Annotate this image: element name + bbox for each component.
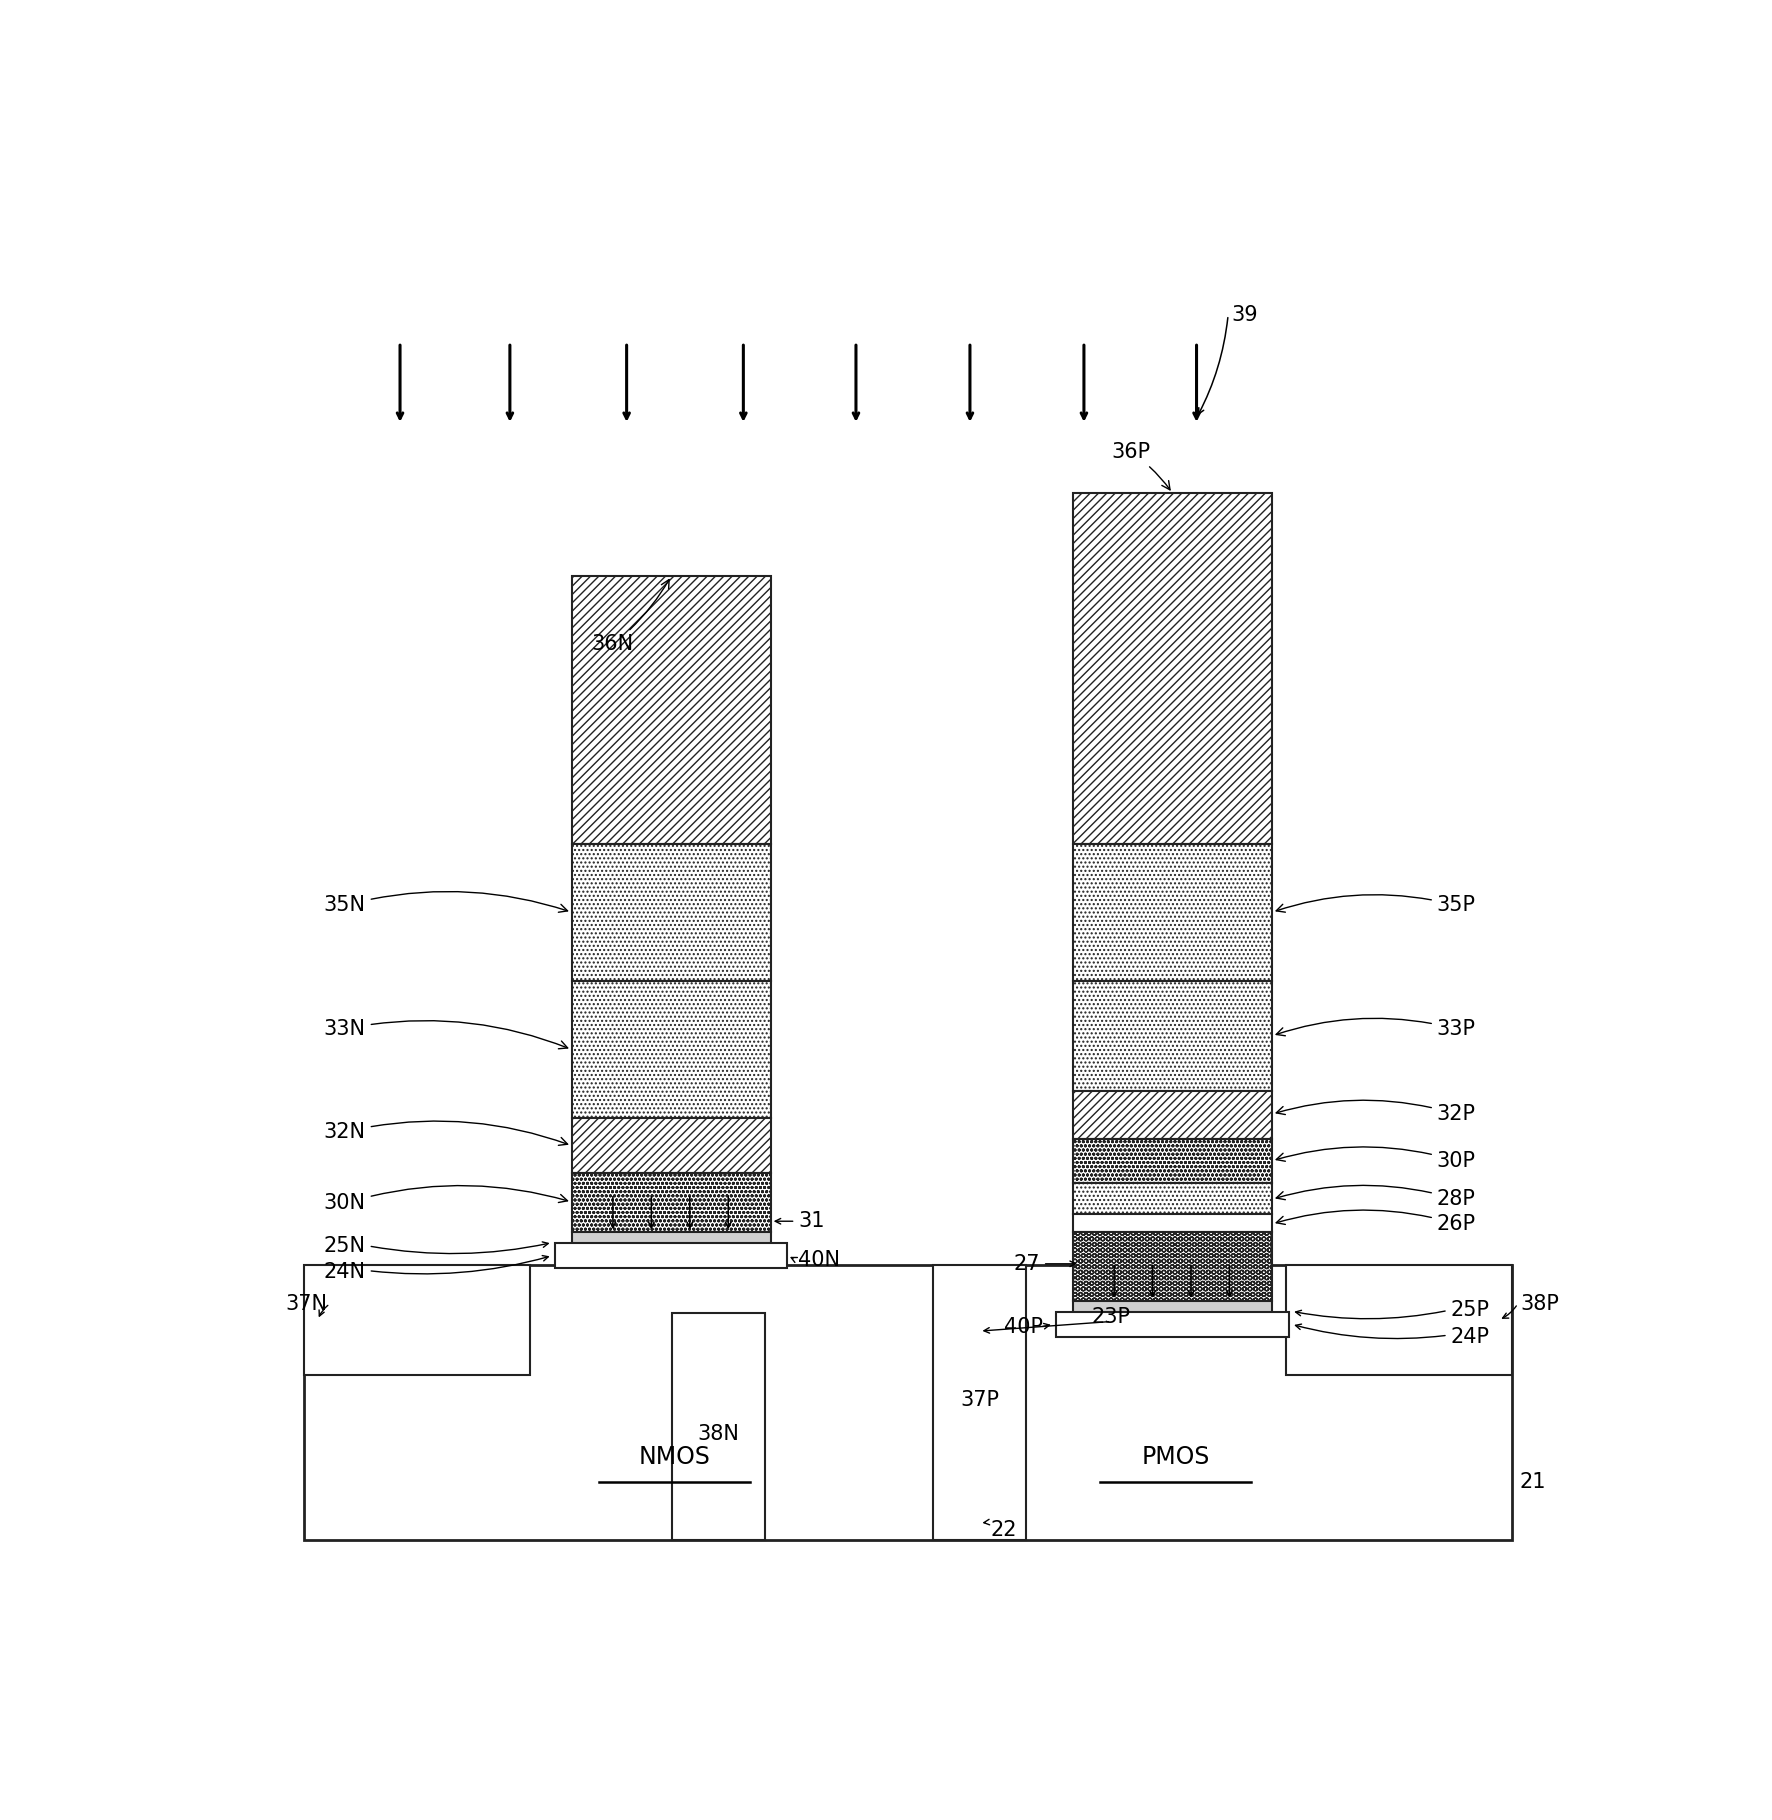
- Text: 39: 39: [1232, 304, 1258, 324]
- Text: 35N: 35N: [324, 892, 567, 915]
- Bar: [305, 1265, 1512, 1540]
- Text: 22: 22: [991, 1520, 1017, 1540]
- Text: 35P: 35P: [1276, 895, 1476, 915]
- Text: 23P: 23P: [1092, 1307, 1131, 1327]
- Text: 31: 31: [797, 1212, 824, 1230]
- Bar: [572, 1232, 771, 1252]
- Text: 25P: 25P: [1451, 1301, 1490, 1321]
- Text: 32N: 32N: [324, 1121, 567, 1145]
- Bar: [1072, 981, 1272, 1090]
- Bar: [572, 843, 771, 981]
- Bar: [1072, 1183, 1272, 1214]
- Text: 30P: 30P: [1276, 1147, 1476, 1170]
- Text: 32P: 32P: [1276, 1101, 1476, 1125]
- Text: 28P: 28P: [1276, 1185, 1476, 1208]
- Text: 21: 21: [1519, 1472, 1545, 1492]
- Text: 33N: 33N: [324, 1019, 567, 1048]
- Bar: [572, 1117, 771, 1174]
- Bar: [1072, 843, 1272, 981]
- Bar: [1056, 1312, 1288, 1336]
- Text: NMOS: NMOS: [638, 1445, 711, 1469]
- Bar: [572, 575, 771, 843]
- Bar: [1072, 1232, 1272, 1301]
- Text: 36P: 36P: [1111, 442, 1170, 490]
- Text: 36N: 36N: [592, 579, 670, 655]
- Text: 24P: 24P: [1451, 1327, 1490, 1347]
- Text: 24N: 24N: [324, 1261, 365, 1281]
- Text: 27: 27: [1014, 1254, 1040, 1274]
- Bar: [572, 1174, 771, 1232]
- Bar: [305, 1265, 530, 1376]
- Bar: [1072, 493, 1272, 843]
- Bar: [572, 981, 771, 1117]
- Text: 38P: 38P: [1520, 1294, 1559, 1314]
- Text: 26P: 26P: [1276, 1210, 1476, 1234]
- Bar: [672, 1314, 766, 1540]
- Text: 37N: 37N: [285, 1294, 328, 1314]
- Bar: [555, 1243, 787, 1269]
- Text: 40N: 40N: [797, 1250, 840, 1270]
- Bar: [1286, 1265, 1512, 1376]
- Text: 30N: 30N: [324, 1185, 567, 1214]
- Bar: [932, 1265, 1026, 1540]
- Text: 38N: 38N: [698, 1423, 739, 1443]
- Bar: [1072, 1139, 1272, 1183]
- Bar: [1072, 1214, 1272, 1232]
- Text: 25N: 25N: [324, 1236, 365, 1256]
- Text: 40P: 40P: [1003, 1318, 1042, 1338]
- Text: 37P: 37P: [960, 1390, 999, 1410]
- Bar: [1072, 1090, 1272, 1139]
- Text: PMOS: PMOS: [1141, 1445, 1210, 1469]
- Bar: [1072, 1301, 1272, 1321]
- Text: 33P: 33P: [1276, 1019, 1476, 1039]
